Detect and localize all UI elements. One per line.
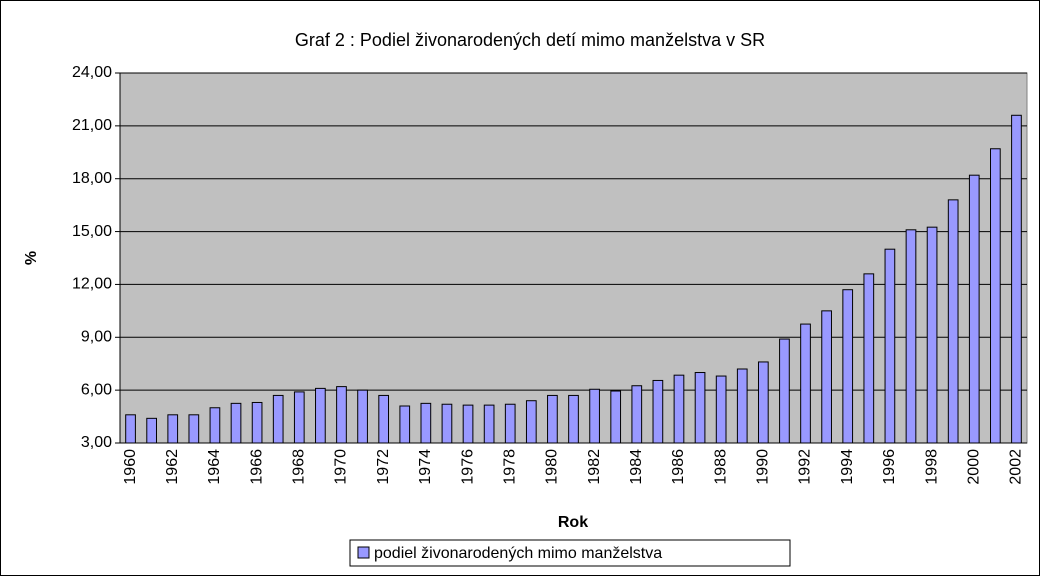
chart-title: Graf 2 : Podiel živonarodených detí mimo… (295, 30, 765, 50)
bar (272, 394, 284, 444)
x-tick-label: 1992 (797, 449, 814, 485)
bar (800, 323, 811, 444)
bar (167, 414, 179, 444)
bar (694, 372, 706, 444)
x-tick-label: 1966 (248, 449, 265, 485)
x-tick-label: 1988 (712, 449, 729, 485)
bar (146, 417, 157, 444)
x-tick-label: 1984 (628, 449, 645, 485)
y-tick-label: 18,00 (72, 170, 112, 187)
y-tick-label: 15,00 (72, 223, 112, 240)
bar (525, 400, 537, 444)
y-tick-label: 24,00 (72, 64, 112, 81)
x-tick-label: 2002 (1008, 449, 1025, 485)
bar (230, 402, 242, 444)
bar (736, 368, 748, 444)
bar (863, 273, 875, 444)
x-tick-label: 1960 (122, 449, 139, 485)
x-tick-label: 1990 (755, 449, 772, 485)
bar (504, 403, 516, 444)
y-tick-label: 3,00 (81, 434, 112, 451)
x-tick-label: 1994 (839, 449, 856, 485)
x-tick-label: 1962 (164, 449, 181, 485)
legend-label: podiel živonarodených mimo manželstva (374, 545, 662, 562)
x-axis-label: Rok (558, 514, 588, 531)
bar (884, 248, 896, 444)
bar (378, 394, 390, 444)
bar (357, 389, 368, 444)
bar (399, 405, 411, 444)
bar (483, 404, 495, 444)
bar (209, 407, 221, 444)
bar (715, 375, 727, 444)
y-tick-label: 12,00 (72, 276, 112, 293)
bar (315, 387, 326, 444)
y-tick-label: 21,00 (72, 117, 112, 134)
plot-area (119, 72, 1028, 444)
x-tick-label: 1968 (291, 449, 308, 485)
bar (125, 414, 136, 444)
x-tick-label: 1986 (670, 449, 687, 485)
x-tick-label: 1976 (459, 449, 476, 485)
bar (568, 394, 579, 444)
bar (336, 386, 347, 444)
x-tick-label: 1974 (417, 449, 434, 485)
bar (610, 390, 622, 444)
bar (757, 361, 769, 444)
bar (947, 199, 959, 444)
bar (462, 404, 474, 444)
bar (821, 310, 832, 444)
x-tick-label: 1972 (375, 449, 392, 485)
bar (968, 174, 980, 444)
x-tick-label: 1980 (544, 449, 561, 485)
bar (905, 229, 917, 444)
bar (251, 401, 263, 444)
bar (652, 379, 664, 444)
bar (441, 403, 453, 444)
bar (293, 391, 305, 444)
bar (1011, 114, 1022, 444)
bar (547, 394, 558, 444)
bar (926, 226, 938, 444)
bar (842, 289, 854, 444)
x-tick-label: 1982 (586, 449, 603, 485)
x-tick-label: 1970 (333, 449, 350, 485)
legend-box (349, 539, 791, 567)
y-tick-label: 9,00 (81, 329, 112, 346)
x-tick-label: 2000 (965, 449, 982, 485)
x-tick-label: 1978 (501, 449, 518, 485)
bar (631, 385, 643, 444)
bar (420, 402, 432, 444)
y-tick-label: 6,00 (81, 381, 112, 398)
y-axis-label: % (23, 251, 40, 265)
bar (990, 148, 1001, 444)
bar (589, 388, 600, 444)
bar (779, 338, 790, 444)
bar (188, 414, 200, 444)
x-tick-label: 1964 (206, 449, 223, 485)
x-tick-label: 1996 (881, 449, 898, 485)
x-tick-label: 1998 (923, 449, 940, 485)
bar (673, 374, 685, 444)
legend-swatch (357, 546, 370, 559)
